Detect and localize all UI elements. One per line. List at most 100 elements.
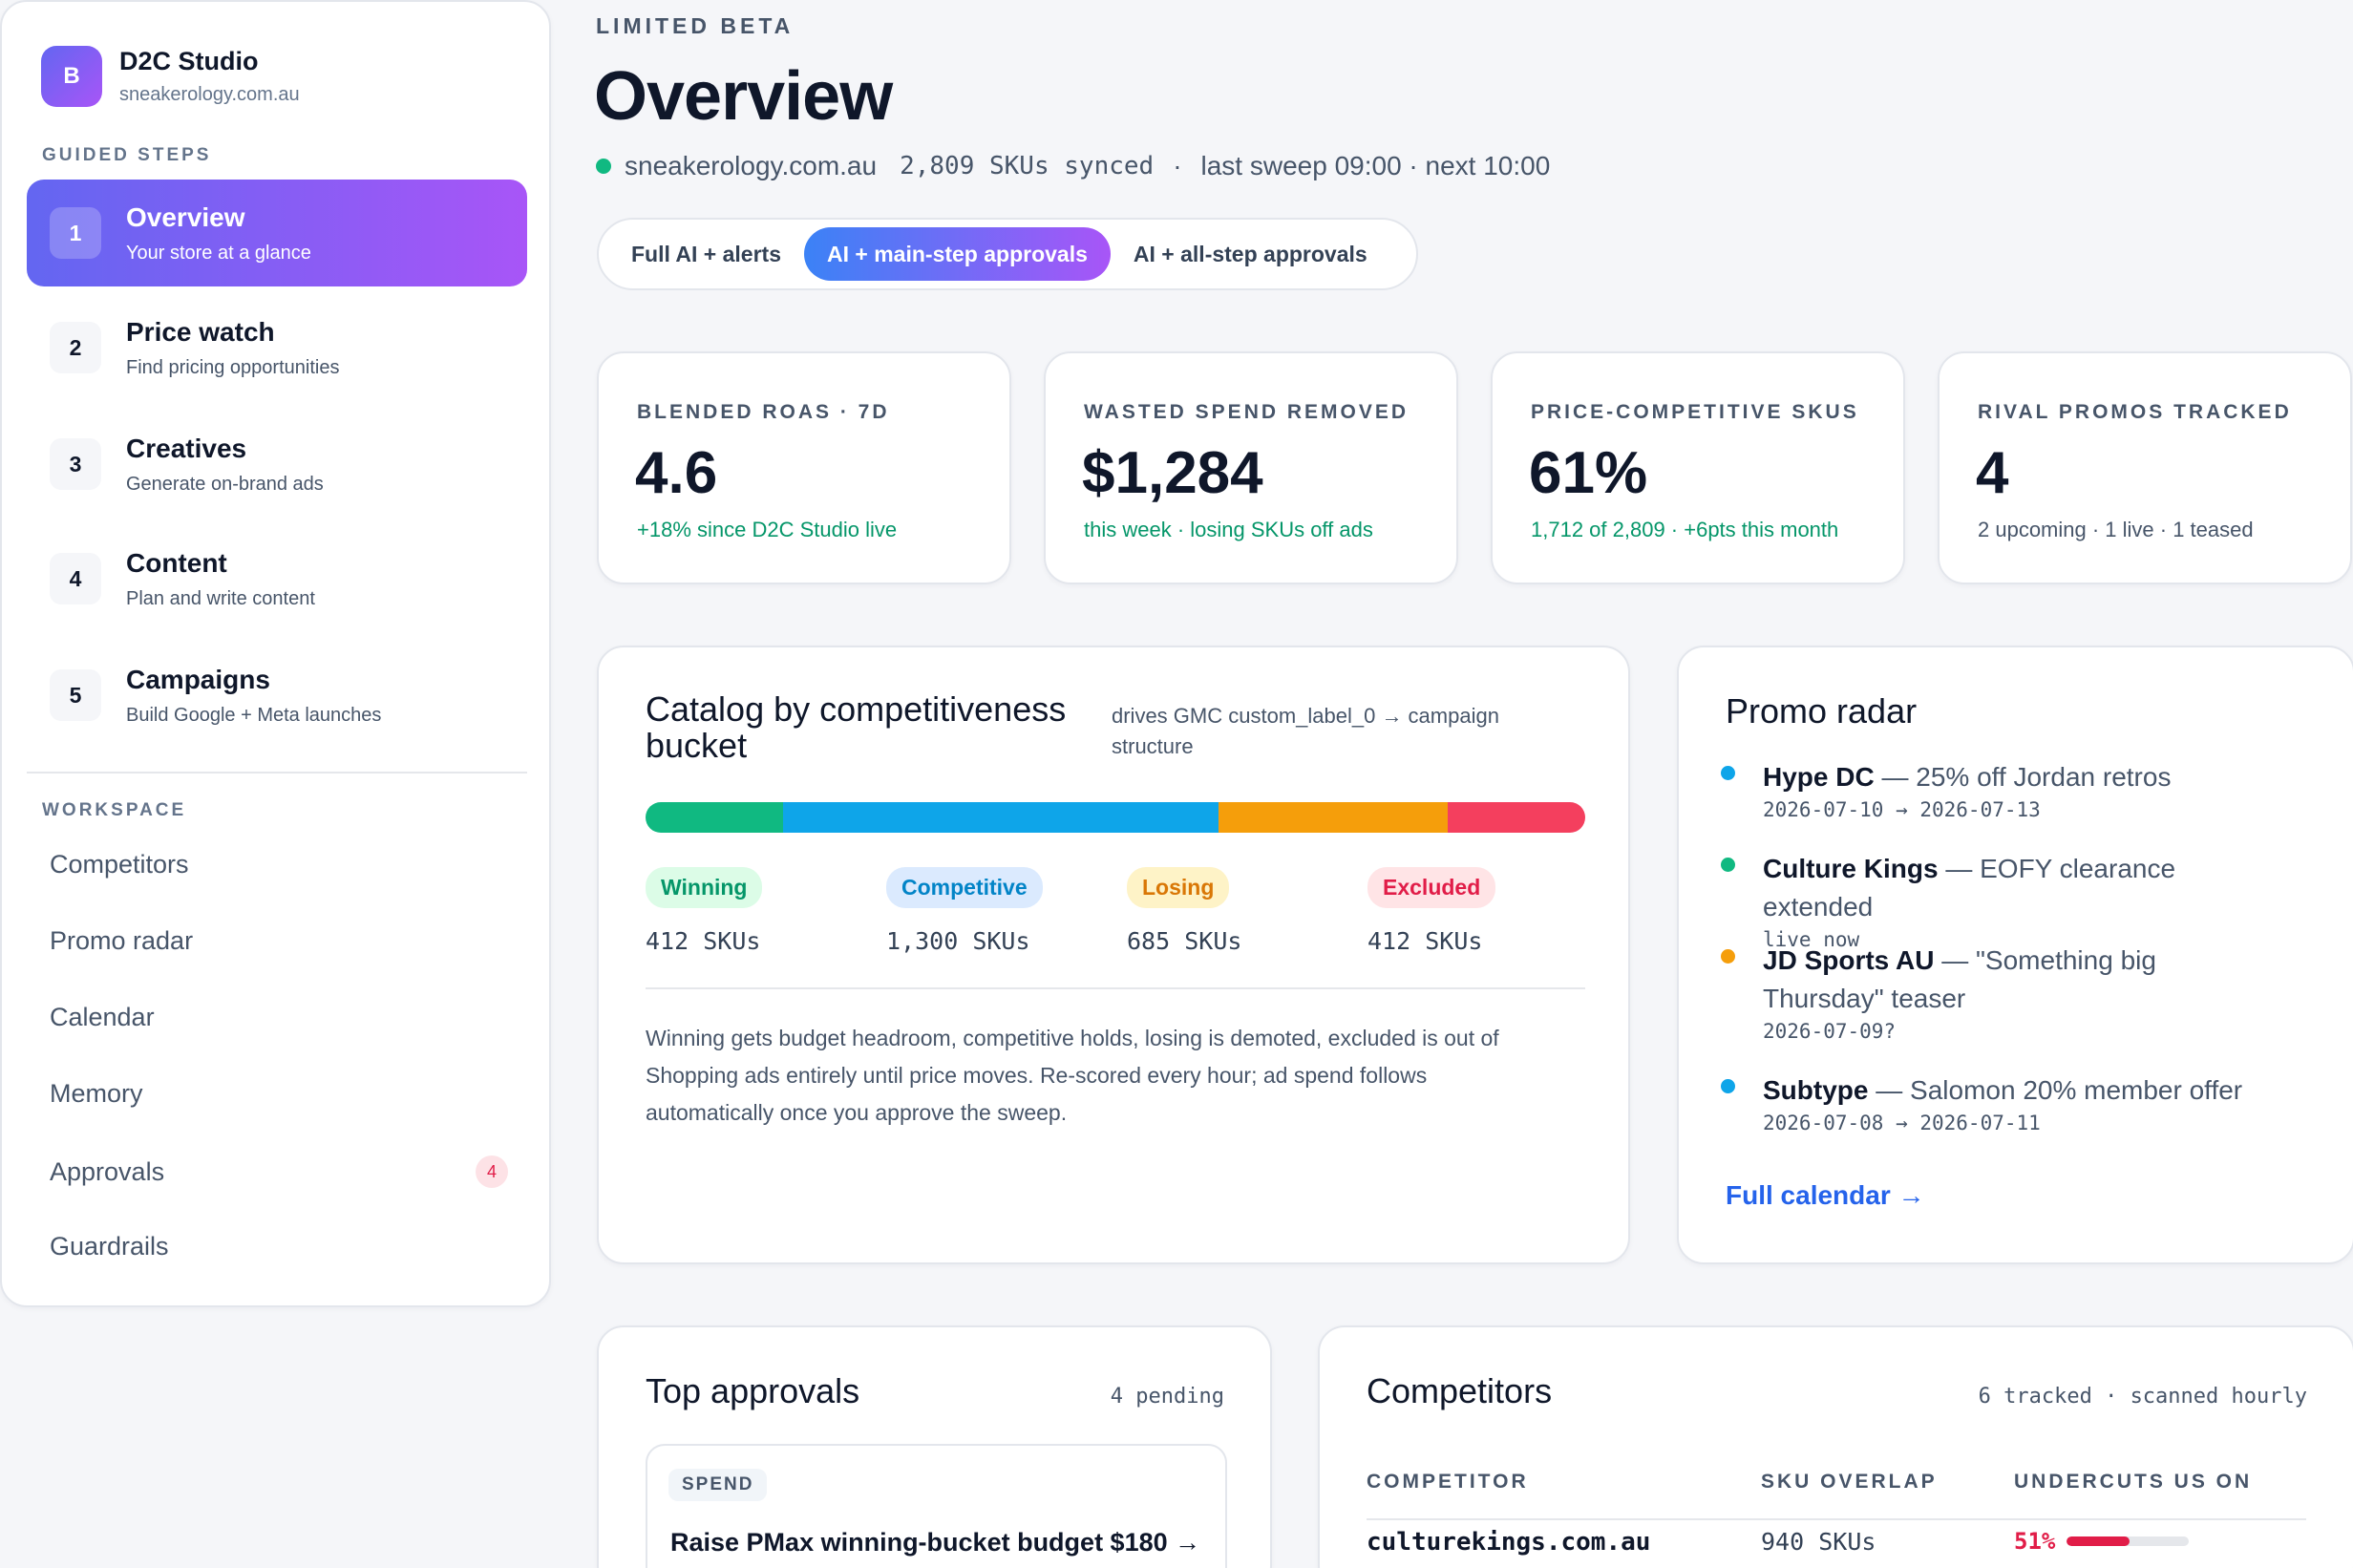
full-calendar-link[interactable]: Full calendar → <box>1726 1180 1925 1210</box>
kpi-subtext: this week · losing SKUs off ads <box>1084 518 1373 541</box>
column-header-sku-overlap: SKU OVERLAP <box>1761 1471 1938 1493</box>
step-number: 3 <box>50 438 101 490</box>
bucket-count-unit: SKUs <box>1184 927 1242 955</box>
kpi-card-price-competitive: PRICE-COMPETITIVE SKUS 61% 1,712 of 2,80… <box>1491 351 1905 584</box>
bucket-count: 412 SKUs <box>1367 927 1495 955</box>
sidebar-step-price-watch[interactable]: 2 Price watch Find pricing opportunities <box>27 294 527 401</box>
step-number: 2 <box>50 322 101 373</box>
competitor-domain: culturekings.com.au <box>1367 1528 1651 1557</box>
promo-item[interactable]: Subtype — Salomon 20% member offer 2026-… <box>1721 1071 2259 1134</box>
step-title: Price watch <box>126 316 275 347</box>
brand-logo: B <box>41 46 102 107</box>
kpi-label: WASTED SPEND REMOVED <box>1084 401 1410 423</box>
sidebar-item-label: Memory <box>50 1079 143 1108</box>
bucket-excluded: Excluded 412 SKUs <box>1367 867 1496 955</box>
kpi-label: RIVAL PROMOS TRACKED <box>1978 401 2292 423</box>
promo-date: 2026-07-10 → 2026-07-13 <box>1763 798 2041 821</box>
step-number: 4 <box>50 553 101 604</box>
sidebar-step-campaigns[interactable]: 5 Campaigns Build Google + Meta launches <box>27 642 527 749</box>
mode-main-step-approvals[interactable]: AI + main-step approvals <box>804 227 1111 281</box>
brand-name: D2C Studio <box>119 47 259 75</box>
kpi-value: $1,284 <box>1082 440 1263 506</box>
promo-description: — EOFY clearance extended <box>1763 854 2176 922</box>
sku-overlap: 940 SKUs <box>1761 1528 1876 1556</box>
guided-steps-heading: GUIDED STEPS <box>42 145 212 165</box>
bucket-winning: Winning 412 SKUs <box>646 867 763 955</box>
promo-competitor: Hype DC <box>1763 762 1875 792</box>
bucket-count-unit: SKUs <box>703 927 761 955</box>
promo-item[interactable]: JD Sports AU — "Something big Thursday" … <box>1721 942 2259 1043</box>
column-header-competitor: COMPETITOR <box>1367 1471 1529 1493</box>
sidebar-item-approvals[interactable]: Approvals 4 <box>50 1155 508 1188</box>
bar-segment-winning <box>646 802 784 833</box>
bucket-count-value: 1,300 <box>886 927 959 955</box>
sidebar-item-promo-radar[interactable]: Promo radar <box>50 926 508 956</box>
promo-description: — Salomon 20% member offer <box>1868 1075 2243 1105</box>
store-status: sneakerology.com.au 2,809 SKUs synced · … <box>596 151 1550 181</box>
sidebar-item-label: Competitors <box>50 850 189 879</box>
catalog-card: Catalog by competitiveness bucket drives… <box>597 646 1630 1264</box>
step-subtitle: Find pricing opportunities <box>126 356 340 378</box>
mode-all-step-approvals[interactable]: AI + all-step approvals <box>1133 241 1367 266</box>
brand[interactable]: B D2C Studio sneakerology.com.au <box>41 46 300 107</box>
sidebar-step-creatives[interactable]: 3 Creatives Generate on-brand ads <box>27 411 527 518</box>
bucket-count: 685 SKUs <box>1127 927 1241 955</box>
competitors-meta: 6 tracked · scanned hourly <box>1978 1385 2307 1409</box>
kpi-subtext: +18% since D2C Studio live <box>637 518 898 541</box>
sweep-schedule: last sweep 09:00 · next 10:00 <box>1200 151 1551 180</box>
kpi-value: 4 <box>1976 440 2009 506</box>
step-number: 5 <box>50 669 101 721</box>
approval-tag: SPEND <box>668 1469 768 1501</box>
beta-label: LIMITED BETA <box>596 13 795 38</box>
catalog-note: drives GMC custom_label_0 → campaign str… <box>1112 704 1499 758</box>
competitors-title: Competitors <box>1367 1371 1553 1410</box>
bar-segment-competitive <box>783 802 1219 833</box>
sidebar-item-guardrails[interactable]: Guardrails <box>50 1232 508 1261</box>
undercut-cell: 51% <box>2014 1528 2190 1555</box>
promo-competitor: JD Sports AU <box>1763 945 1935 975</box>
catalog-description: Winning gets budget headroom, competitiv… <box>646 1026 1499 1125</box>
approval-item[interactable]: SPEND Raise PMax winning-bucket budget $… <box>646 1444 1227 1568</box>
sidebar-item-label: Promo radar <box>50 926 194 955</box>
step-subtitle: Plan and write content <box>126 587 315 609</box>
sku-sync-count: 2,809 SKUs synced <box>900 152 1155 180</box>
sidebar-step-content[interactable]: 4 Content Plan and write content <box>27 525 527 632</box>
promo-competitor: Subtype <box>1763 1075 1869 1105</box>
sidebar-step-overview[interactable]: 1 Overview Your store at a glance <box>27 180 527 286</box>
bucket-count-value: 412 <box>646 927 689 955</box>
kpi-subtext: 2 upcoming · 1 live · 1 teased <box>1978 518 2254 541</box>
bar-segment-excluded <box>1447 802 1585 833</box>
promo-description: — "Something big Thursday" teaser <box>1763 945 2156 1013</box>
bucket-pill: Losing <box>1127 867 1230 908</box>
kpi-label: BLENDED ROAS · 7D <box>637 401 890 423</box>
bucket-pill: Competitive <box>886 867 1043 908</box>
pending-count: 4 pending <box>1110 1385 1224 1409</box>
brand-url: sneakerology.com.au <box>119 84 300 105</box>
kpi-subtext: 1,712 of 2,809 · +6pts this month <box>1531 518 1839 541</box>
separator: · <box>1173 151 1182 180</box>
sidebar: B D2C Studio sneakerology.com.au GUIDED … <box>0 0 551 1307</box>
catalog-title: Catalog by competitiveness bucket <box>646 689 1067 765</box>
bucket-count: 1,300 SKUs <box>886 927 1043 955</box>
mode-full-ai[interactable]: Full AI + alerts <box>631 241 782 266</box>
kpi-value: 4.6 <box>635 440 718 506</box>
bucket-competitive: Competitive 1,300 SKUs <box>886 867 1043 955</box>
competitors-card: Competitors 6 tracked · scanned hourly C… <box>1318 1325 2353 1568</box>
kpi-card-rival-promos: RIVAL PROMOS TRACKED 4 2 upcoming · 1 li… <box>1938 351 2352 584</box>
bucket-count-value: 685 <box>1127 927 1171 955</box>
kpi-value: 61% <box>1529 440 1648 506</box>
sidebar-item-competitors[interactable]: Competitors <box>50 850 508 879</box>
promo-competitor: Culture Kings <box>1763 854 1939 883</box>
sidebar-divider <box>27 772 527 773</box>
step-number: 1 <box>50 207 101 259</box>
page-title: Overview <box>594 58 893 135</box>
step-subtitle: Generate on-brand ads <box>126 473 324 495</box>
top-approvals-card: Top approvals 4 pending SPEND Raise PMax… <box>597 1325 1272 1568</box>
promo-item[interactable]: Hype DC — 25% off Jordan retros 2026-07-… <box>1721 758 2259 821</box>
competitiveness-stacked-bar <box>646 802 1585 833</box>
promo-item[interactable]: Culture Kings — EOFY clearance extended … <box>1721 850 2259 951</box>
sidebar-item-calendar[interactable]: Calendar <box>50 1003 508 1032</box>
sidebar-item-memory[interactable]: Memory <box>50 1079 508 1109</box>
kpi-card-wasted-spend: WASTED SPEND REMOVED $1,284 this week · … <box>1044 351 1458 584</box>
catalog-divider <box>646 987 1585 989</box>
